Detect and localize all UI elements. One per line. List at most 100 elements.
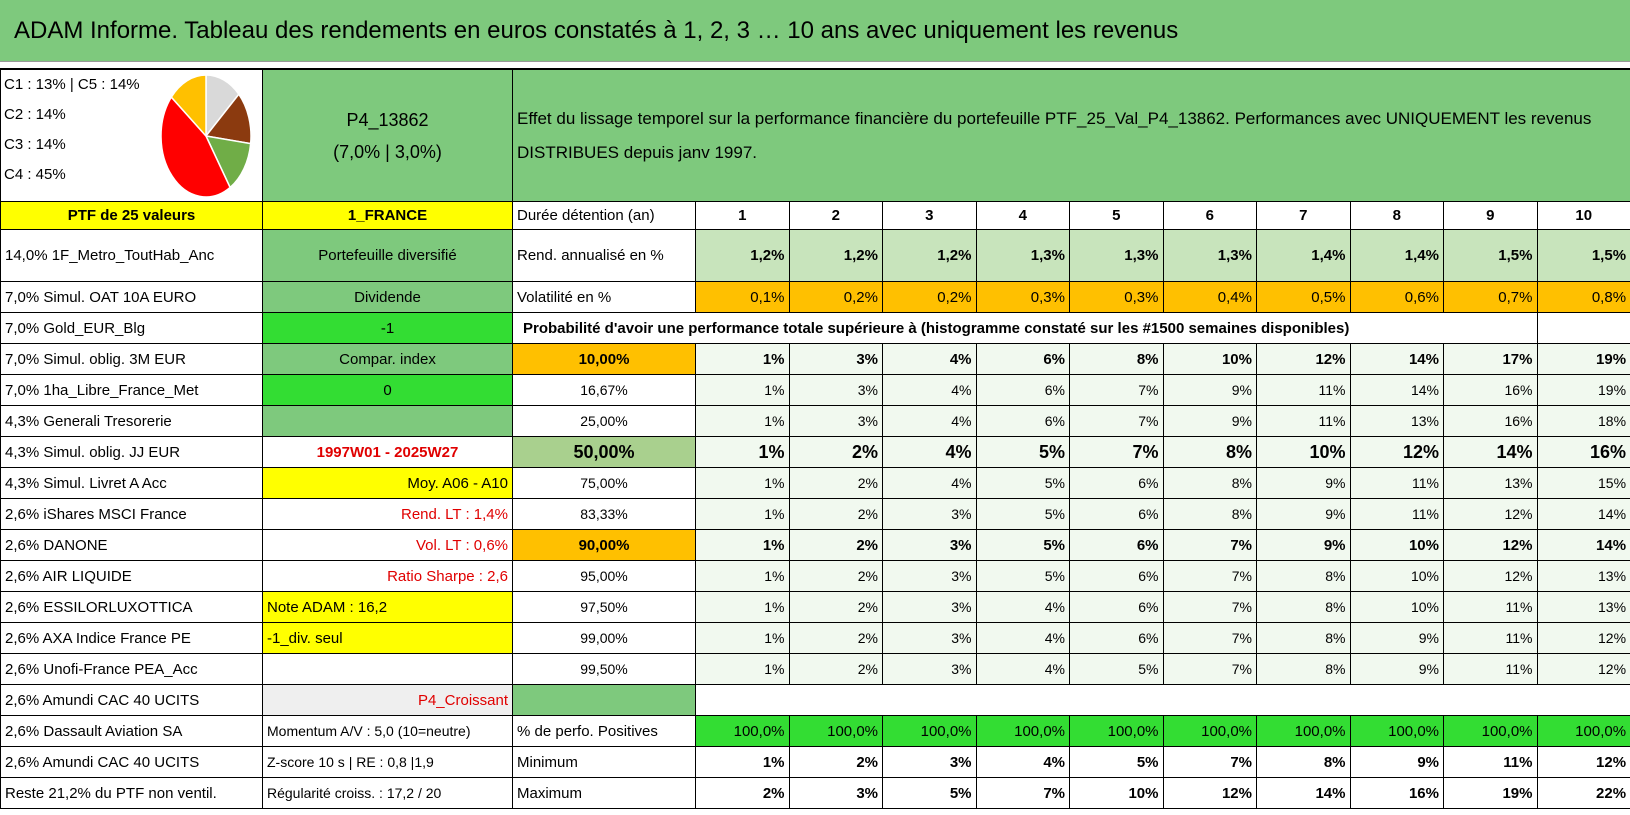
value-cell: 6% (1069, 622, 1164, 654)
value-cell: 14% (1443, 436, 1538, 468)
value-cell: 12% (1443, 560, 1538, 592)
row-label: 99,50% (512, 653, 696, 685)
asset-cell: Reste 21,2% du PTF non ventil. (0, 777, 263, 809)
value-cell: 1% (695, 529, 790, 561)
info-cell: Z-score 10 s | RE : 0,8 |1,9 (262, 746, 513, 778)
value-cell: 5% (975, 467, 1070, 499)
table-row: 2,6% DANONE Vol. LT : 0,6% 90,00% 1% 2% 3% 5% 6… (0, 529, 1630, 561)
value-cell: 11% (1256, 405, 1351, 437)
value-cell: 1,5% (1536, 229, 1630, 282)
value-cell: 100,0% (1443, 715, 1538, 747)
value-cell: 2% (695, 777, 790, 809)
value-cell: 13% (1443, 467, 1538, 499)
row-label: Maximum (512, 777, 696, 809)
value-cell: 7% (975, 777, 1070, 809)
value-cell: 6% (1069, 498, 1164, 530)
value-cell: 100,0% (975, 715, 1070, 747)
value-cell: 8% (1069, 343, 1164, 375)
asset-cell: 2,6% DANONE (0, 529, 263, 561)
table-row: 7,0% Simul. OAT 10A EURO Dividende Volatil… (0, 281, 1630, 313)
info-cell: Compar. index (262, 343, 513, 375)
value-cell: 14% (1256, 777, 1351, 809)
value-cell: 4% (882, 374, 977, 406)
value-cell: 3% (882, 560, 977, 592)
table-row: 7,0% Gold_EUR_Blg -1 Probabilité d'avoir u… (0, 312, 1630, 344)
value-cell: 1,2% (788, 229, 883, 282)
asset-cell: 4,3% Generali Tresorerie (0, 405, 263, 437)
value-cell: 12% (1536, 746, 1630, 778)
value-cell: 10% (1256, 436, 1351, 468)
info-cell: -1 (262, 312, 513, 344)
value-cell: 12% (1536, 653, 1630, 685)
value-cell: 4% (975, 653, 1070, 685)
value-cell: 100,0% (788, 715, 883, 747)
table-row: 2,6% Unofi-France PEA_Acc 99,50% 1% 2% 3% 4% 5… (0, 653, 1630, 685)
asset-cell: 2,6% Unofi-France PEA_Acc (0, 653, 263, 685)
value-cell: 6% (1069, 467, 1164, 499)
value-cell: 6% (975, 343, 1070, 375)
row-label: 90,00% (512, 529, 696, 561)
value-cell: 1% (695, 591, 790, 623)
value-cell: 6% (975, 405, 1070, 437)
value-cell: 100,0% (1162, 715, 1257, 747)
table-row: 14,0% 1F_Metro_ToutHab_Anc Portefeuille d… (0, 229, 1630, 282)
row-label: 50,00% (512, 436, 696, 468)
value-cell: 11% (1256, 374, 1351, 406)
pie-slice (160, 95, 232, 198)
row-label: 16,67% (512, 374, 696, 406)
value-cell: 5% (975, 436, 1070, 468)
value-cell: 7% (1162, 560, 1257, 592)
value-cell: 12% (1349, 436, 1444, 468)
asset-cell: 7,0% 1ha_Libre_France_Met (0, 374, 263, 406)
value-cell: 9% (1256, 467, 1351, 499)
value-cell: 5% (1069, 653, 1164, 685)
value-cell: 2 (788, 201, 883, 230)
value-cell: 8% (1162, 498, 1257, 530)
value-cell: 4% (975, 591, 1070, 623)
value-cell: 7% (1069, 436, 1164, 468)
value-cell: 1% (695, 653, 790, 685)
table-row: 2,6% AXA Indice France PE -1_div. seul 99,… (0, 622, 1630, 654)
value-cell: 2% (788, 622, 883, 654)
value-cell: 1,5% (1443, 229, 1538, 282)
value-cell: 0,5% (1256, 281, 1351, 313)
value-cell: 9 (1443, 201, 1538, 230)
info-cell (262, 405, 513, 437)
value-cell: 1,3% (1069, 229, 1164, 282)
value-cell: 100,0% (1349, 715, 1444, 747)
value-cell: 1,2% (882, 229, 977, 282)
value-cell: 2% (788, 467, 883, 499)
value-cell: 10% (1069, 777, 1164, 809)
row-label: Minimum (512, 746, 696, 778)
table-row: 2,6% AIR LIQUIDE Ratio Sharpe : 2,6 95,00%… (0, 560, 1630, 592)
asset-cell: 2,6% ESSILORLUXOTTICA (0, 591, 263, 623)
info-cell: Moy. A06 - A10 (262, 467, 513, 499)
value-cell: 5% (1069, 746, 1164, 778)
value-cell: 3% (788, 343, 883, 375)
value-cell: 100,0% (1256, 715, 1351, 747)
value-cell: 11% (1443, 653, 1538, 685)
value-cell: 7% (1162, 622, 1257, 654)
value-cell: 4% (882, 467, 977, 499)
value-cell: 22% (1536, 777, 1630, 809)
value-cell: 13% (1536, 591, 1630, 623)
value-cell: 8% (1162, 467, 1257, 499)
info-cell: 1_FRANCE (262, 201, 513, 230)
value-cell: 2% (788, 746, 883, 778)
value-cell: 8% (1256, 746, 1351, 778)
value-cell: 2% (788, 498, 883, 530)
value-cell: 8% (1256, 560, 1351, 592)
value-cell: 4% (882, 343, 977, 375)
value-cell: 9% (1349, 622, 1444, 654)
value-cell: 3% (788, 777, 883, 809)
value-cell: 7% (1069, 374, 1164, 406)
value-cell: 0,2% (882, 281, 977, 313)
value-cell: 5 (1069, 201, 1164, 230)
value-cell: 8% (1162, 436, 1257, 468)
value-cell: 8% (1256, 591, 1351, 623)
table-row: 4,3% Simul. oblig. JJ EUR 1997W01 - 2025W… (0, 436, 1630, 468)
value-cell: 16% (1443, 374, 1538, 406)
asset-cell: 14,0% 1F_Metro_ToutHab_Anc (0, 229, 263, 282)
value-cell: 100,0% (882, 715, 977, 747)
pie-slice (204, 92, 252, 145)
